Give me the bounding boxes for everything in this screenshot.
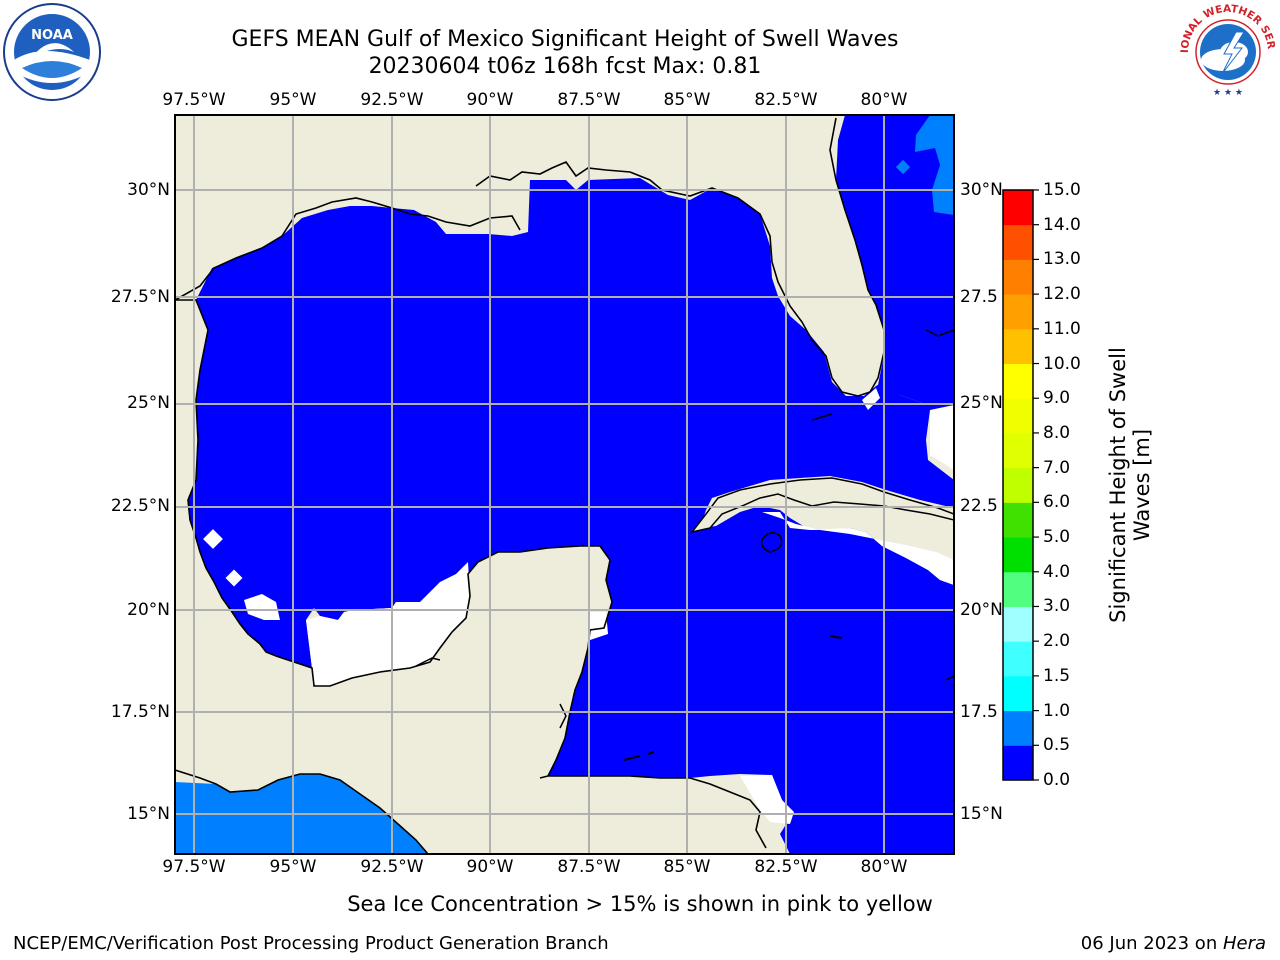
colorbar-tick-label: 4.0 <box>1043 561 1071 582</box>
lon-tick-top: 95°W <box>269 90 317 110</box>
colorbar-tick-label: 9.0 <box>1043 388 1071 409</box>
lon-tick-bottom: 97.5°W <box>162 857 226 877</box>
lat-tick-left: 27.5°N <box>110 287 170 307</box>
lon-tick-top: 92.5°W <box>360 90 424 110</box>
colorbar-tick-label: 14.0 <box>1043 214 1081 235</box>
footer-date: 06 Jun 2023 on Hera <box>1081 933 1266 955</box>
lon-tick-bottom: 87.5°W <box>557 857 621 877</box>
gulf-of-mexico <box>188 178 954 854</box>
lat-tick-left: 17.5°N <box>110 702 170 722</box>
lon-tick-bottom: 90°W <box>466 857 514 877</box>
lat-tick-left: 20°N <box>127 600 170 620</box>
chart-title: GEFS MEAN Gulf of Mexico Significant Hei… <box>231 27 899 52</box>
footer-host: Hera <box>1222 933 1266 954</box>
colorbar-tick-label: 3.0 <box>1043 596 1071 617</box>
colorbar-tick-label: 7.0 <box>1043 457 1071 478</box>
colorbar-tick-label: 8.0 <box>1043 422 1071 443</box>
noaa-logo-text: NOAA <box>31 28 73 43</box>
lon-tick-top: 87.5°W <box>557 90 621 110</box>
lon-tick-top: 90°W <box>466 90 514 110</box>
colorbar-band <box>1003 467 1033 503</box>
lat-tick-right: 30°N <box>960 180 1003 200</box>
colorbar-frame <box>1002 189 1034 781</box>
atlantic-ocean <box>836 115 954 405</box>
nws-logo: NATIONAL WEATHER SERVICE ★ ★ ★ <box>1178 2 1277 99</box>
campeche-white <box>306 562 470 686</box>
colorbar-band <box>1003 571 1033 607</box>
colorbar-tick-label: 10.0 <box>1043 353 1081 374</box>
colorbar-tick-label: 1.0 <box>1043 700 1071 721</box>
colorbar-band <box>1003 432 1033 469</box>
colorbar-band <box>1003 745 1033 781</box>
map-area <box>175 115 954 854</box>
colorbar <box>1002 189 1039 781</box>
lat-tick-right: 27.5 <box>960 287 998 307</box>
colorbar-band <box>1003 641 1033 677</box>
colorbar-band <box>1003 502 1033 538</box>
colorbar-band <box>1003 328 1033 365</box>
svg-text:★ ★ ★: ★ ★ ★ <box>1213 88 1243 98</box>
lon-tick-bottom: 80°W <box>860 857 908 877</box>
colorbar-tick-label: 0.5 <box>1043 735 1071 756</box>
colorbar-band <box>1003 710 1033 746</box>
yucatan-white-east <box>590 612 608 640</box>
lon-tick-top: 85°W <box>663 90 711 110</box>
colorbar-tick-label: 12.0 <box>1043 284 1081 305</box>
colorbar-band <box>1003 398 1033 434</box>
colorbar-band <box>1003 224 1033 260</box>
chart-subtitle: 20230604 t06z 168h fcst Max: 0.81 <box>368 54 762 79</box>
lat-tick-left: 25°N <box>127 393 170 413</box>
colorbar-band <box>1003 363 1033 399</box>
cuba <box>690 477 954 534</box>
lat-tick-right: 20°N <box>960 600 1003 620</box>
colorbar-tick-label: 15.0 <box>1043 180 1081 200</box>
colorbar-band <box>1003 537 1033 573</box>
colorbar-tick-label: 6.0 <box>1043 492 1071 513</box>
colorbar-band <box>1003 294 1033 330</box>
lat-tick-right: 22.5 <box>960 496 998 516</box>
honduras-white <box>740 775 794 824</box>
colorbar-tick-label: 0.0 <box>1043 770 1071 790</box>
colorbar-band <box>1003 259 1033 295</box>
noaa-logo: NOAA <box>3 3 101 101</box>
lon-tick-bottom: 92.5°W <box>360 857 424 877</box>
cuba-white <box>762 512 954 585</box>
footer-credit: NCEP/EMC/Verification Post Processing Pr… <box>13 933 609 954</box>
colorbar-tick-label: 11.0 <box>1043 318 1081 339</box>
colorbar-tick-label: 5.0 <box>1043 527 1071 548</box>
lon-tick-bottom: 95°W <box>269 857 317 877</box>
lat-tick-right: 17.5 <box>960 702 998 722</box>
sea-ice-note: Sea Ice Concentration > 15% is shown in … <box>347 892 933 916</box>
colorbar-title: Significant Height of Swell Waves [m] <box>1106 347 1154 623</box>
lat-tick-left: 22.5°N <box>110 496 170 516</box>
colorbar-band <box>1003 190 1033 226</box>
colorbar-tick-label: 2.0 <box>1043 631 1071 652</box>
lon-tick-bottom: 82.5°W <box>754 857 818 877</box>
lat-tick-left: 30°N <box>127 180 170 200</box>
lon-tick-top: 80°W <box>860 90 908 110</box>
coastline <box>175 117 885 854</box>
gridlines <box>175 115 954 854</box>
lon-tick-bottom: 85°W <box>663 857 711 877</box>
lon-tick-top: 97.5°W <box>162 90 226 110</box>
lon-tick-top: 82.5°W <box>754 90 818 110</box>
colorbar-band <box>1003 606 1033 642</box>
lat-tick-left: 15°N <box>127 804 170 824</box>
lat-tick-right: 25°N <box>960 393 1003 413</box>
map-frame <box>174 114 955 855</box>
colorbar-band <box>1003 675 1033 712</box>
footer-date-text: 06 Jun 2023 on <box>1080 933 1223 954</box>
colorbar-tick-label: 13.0 <box>1043 249 1081 270</box>
colorbar-tick-label: 1.5 <box>1043 665 1071 686</box>
lat-tick-right: 15°N <box>960 804 1003 824</box>
